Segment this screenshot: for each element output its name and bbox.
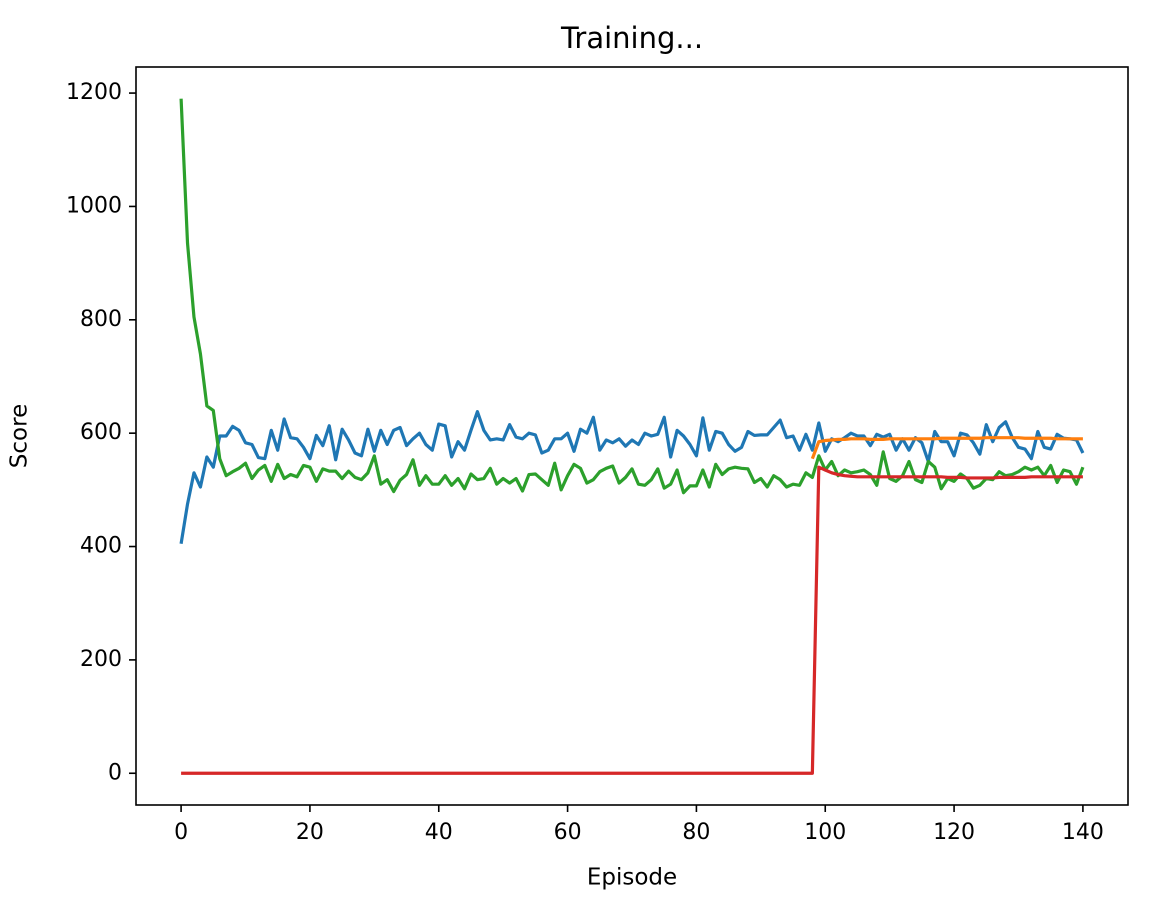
x-tick-label: 100	[804, 820, 846, 845]
series-line	[179, 410, 1085, 544]
x-tick-label: 60	[554, 820, 582, 845]
series-line	[179, 98, 1085, 495]
y-tick-label: 200	[80, 647, 122, 672]
x-tick-label: 140	[1062, 820, 1104, 845]
x-axis-label: Episode	[587, 865, 677, 891]
y-tick-label: 1200	[66, 80, 122, 105]
y-tick-label: 800	[80, 307, 122, 332]
x-tick-label: 40	[425, 820, 453, 845]
series-line	[810, 436, 1083, 460]
x-tick-label: 0	[174, 820, 188, 845]
series-line	[181, 465, 1083, 775]
y-tick-label: 1000	[66, 193, 122, 218]
x-tick-label: 120	[933, 820, 975, 845]
chart-title: Training...	[560, 21, 703, 55]
x-tick-label: 20	[296, 820, 324, 845]
plot-frame	[135, 66, 1129, 806]
y-tick-label: 400	[80, 534, 122, 559]
y-axis-label: Score	[7, 404, 33, 468]
x-tick-label: 80	[682, 820, 710, 845]
y-tick-label: 0	[108, 760, 122, 785]
y-tick-label: 600	[80, 420, 122, 445]
